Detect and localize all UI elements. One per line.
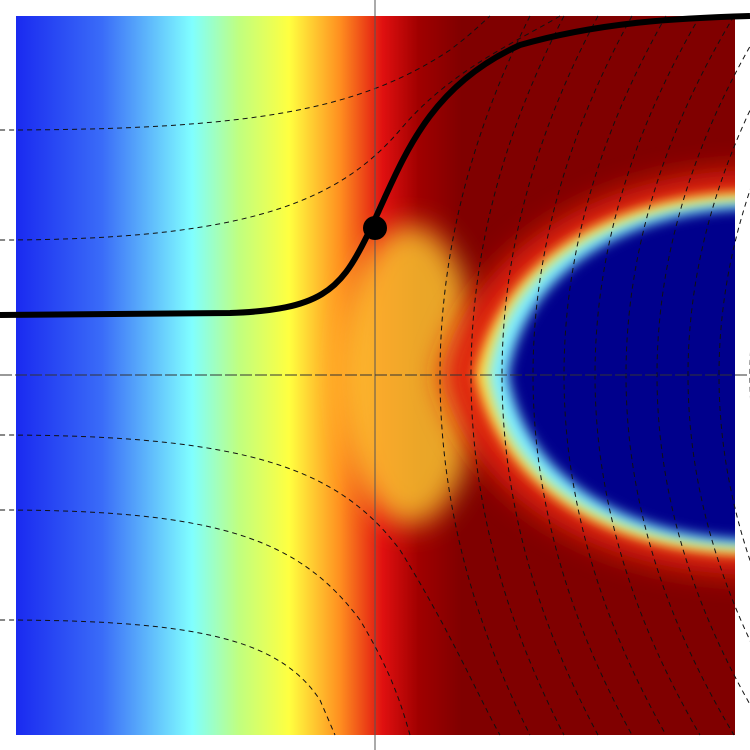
contour xyxy=(687,109,750,642)
contour xyxy=(501,15,599,736)
marker-point xyxy=(363,216,387,240)
contour xyxy=(0,434,501,736)
contour xyxy=(0,15,561,241)
contour xyxy=(532,15,633,736)
contour xyxy=(563,15,667,736)
contour xyxy=(0,15,491,131)
contour xyxy=(470,15,565,736)
contour xyxy=(0,619,336,736)
blue-lobe xyxy=(508,208,735,540)
trajectory xyxy=(0,13,750,318)
contour xyxy=(0,509,411,736)
contour xyxy=(656,45,750,706)
